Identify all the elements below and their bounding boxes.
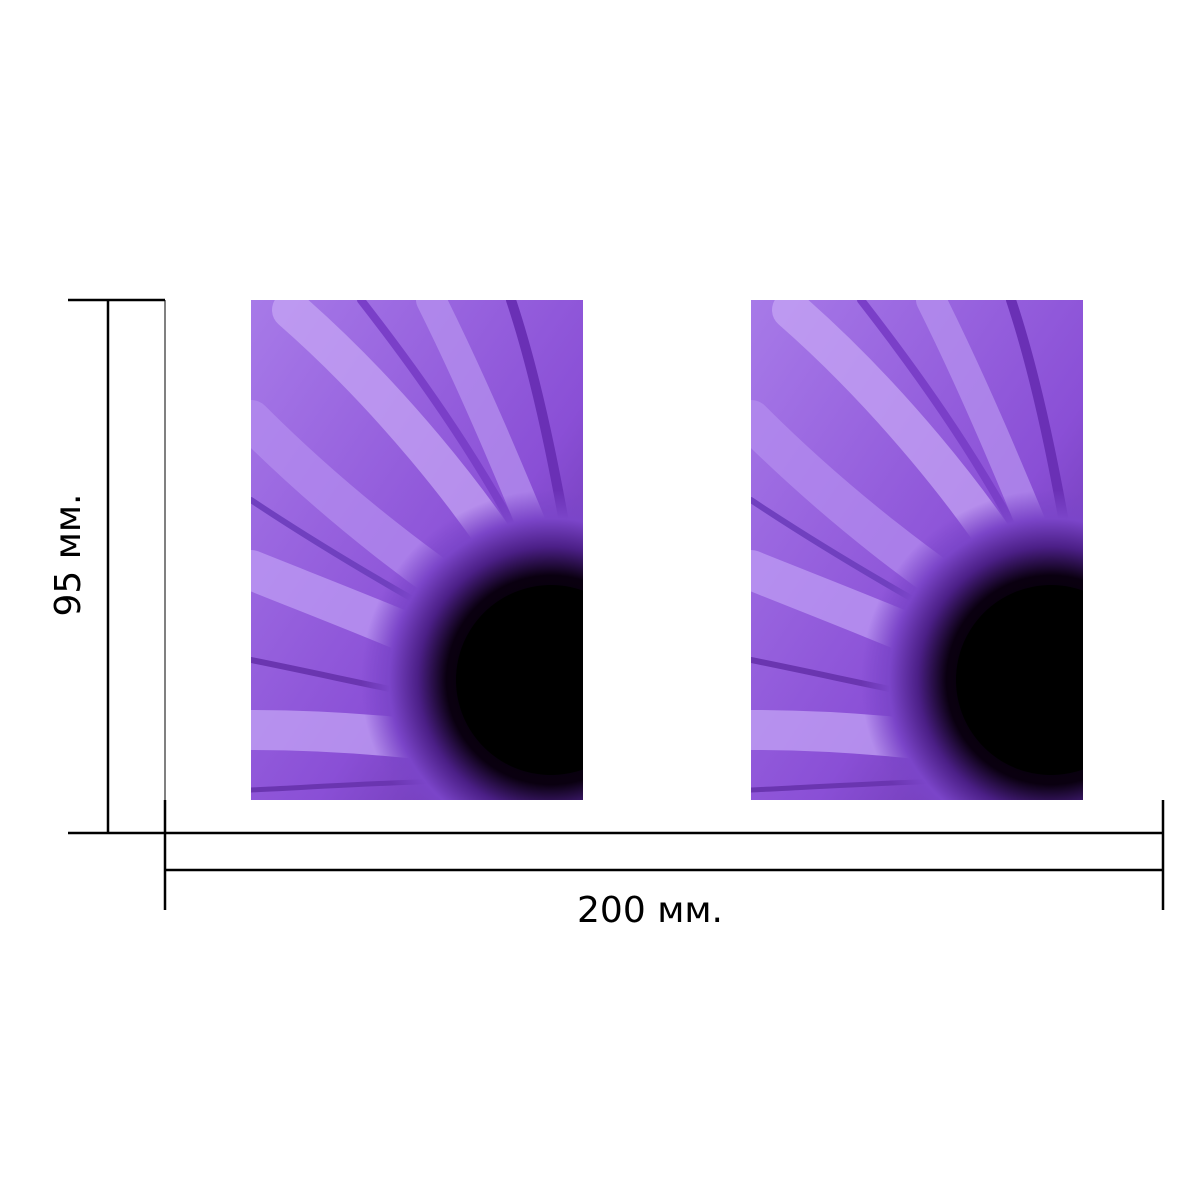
product-image <box>751 300 1200 870</box>
height-label: 95 мм. <box>48 493 89 616</box>
product-image <box>251 300 741 870</box>
width-label: 200 мм. <box>577 890 723 931</box>
